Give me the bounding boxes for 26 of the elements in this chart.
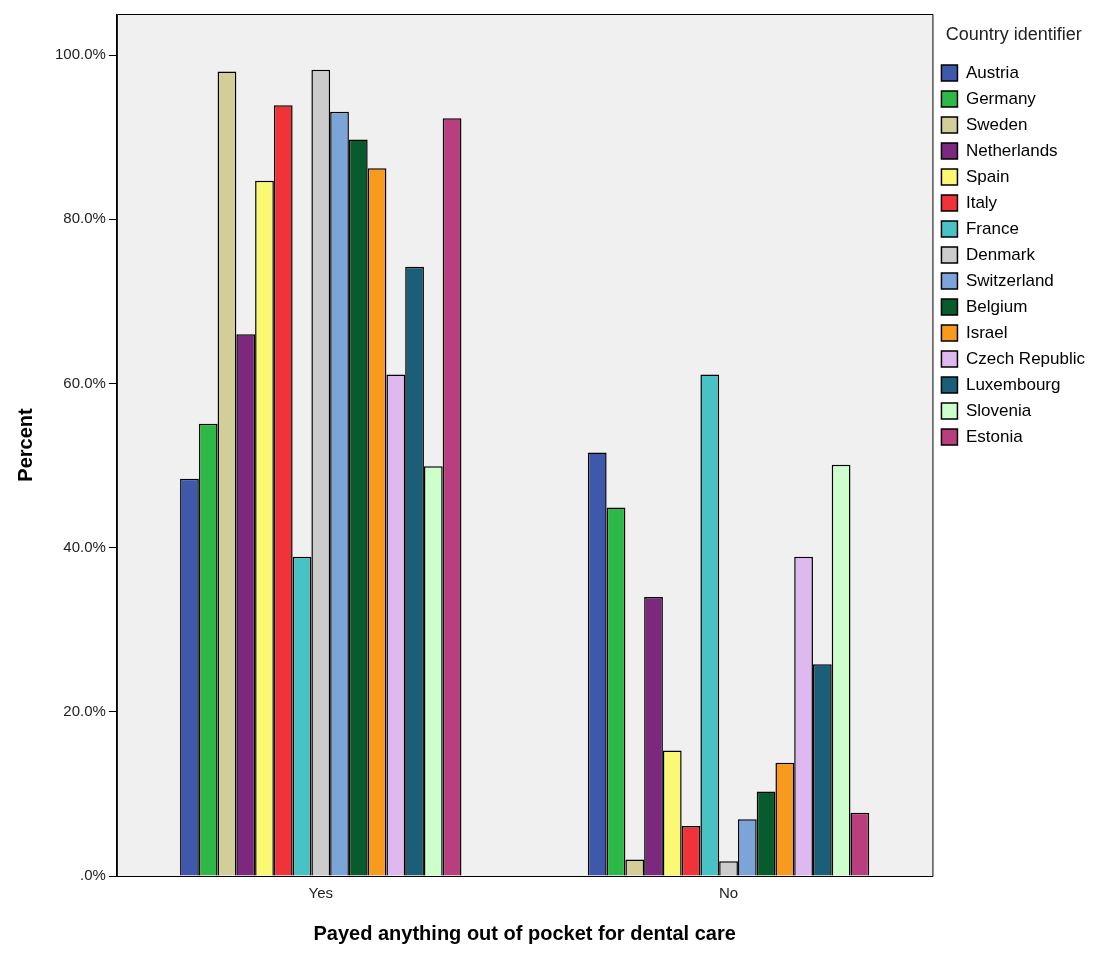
legend-label: Slovenia — [965, 400, 1032, 420]
y-tick-label: 60.0% — [63, 373, 106, 391]
x-axis-title: Payed anything out of pocket for dental care — [313, 921, 736, 944]
y-tick-label: 20.0% — [63, 701, 106, 719]
legend-label: Austria — [965, 62, 1020, 82]
y-tick-label: 80.0% — [63, 209, 106, 227]
legend-label: Belgium — [965, 296, 1028, 316]
legend-title: Country identifier — [945, 23, 1082, 44]
legend-label: Luxembourg — [965, 374, 1061, 394]
y-tick-label: 40.0% — [63, 537, 106, 555]
legend-label: France — [965, 218, 1019, 238]
x-tick-label: Yes — [308, 884, 334, 902]
legend-label: Denmark — [965, 244, 1036, 264]
legend-label: Italy — [965, 192, 998, 212]
y-tick-label: .0% — [80, 866, 106, 884]
x-tick-label: No — [718, 884, 739, 902]
legend-label: Estonia — [965, 426, 1024, 446]
legend-label: Sweden — [965, 114, 1028, 134]
legend-label: Switzerland — [965, 270, 1054, 290]
legend-label: Spain — [965, 166, 1010, 186]
y-axis-title: Percent — [13, 407, 36, 482]
legend-label: Czech Republic — [965, 348, 1086, 368]
legend-label: Netherlands — [965, 140, 1058, 160]
legend-label: Israel — [965, 322, 1008, 342]
legend-label: Germany — [965, 88, 1037, 108]
y-tick-label: 100.0% — [55, 45, 106, 63]
